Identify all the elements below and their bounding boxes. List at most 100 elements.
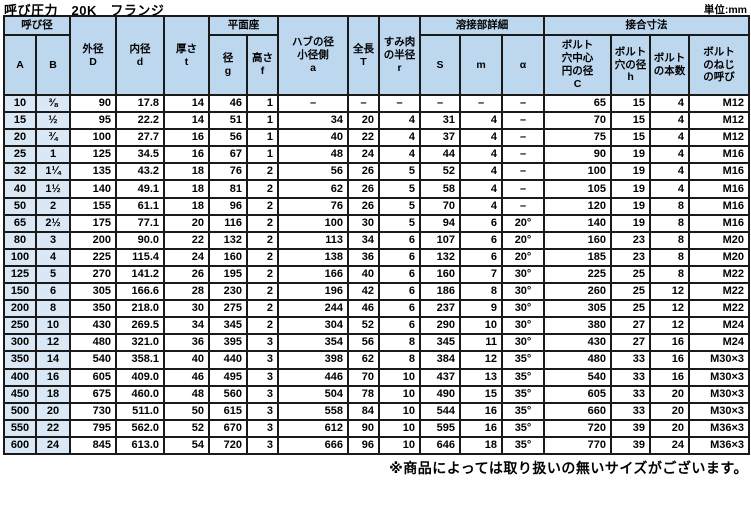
cell-bolt-count: 4 bbox=[649, 145, 691, 165]
cell-hub-dia-a: 558 bbox=[277, 401, 349, 421]
cell-bolt-hole-h: 39 bbox=[610, 418, 652, 438]
cell-face-height-f: 2 bbox=[246, 230, 279, 250]
cell-face-height-f: 3 bbox=[246, 384, 279, 404]
cell-face-height-f: 1 bbox=[246, 93, 279, 114]
cell-weld-m: 4 bbox=[459, 196, 503, 216]
cell-fillet-radius-r: 5 bbox=[378, 162, 421, 182]
cell-hub-dia-a: 113 bbox=[277, 230, 349, 250]
table-row: 500 20 730 511.0 50 615 3 558 84 10 544 16 35° 660 33 2… bbox=[3, 401, 751, 421]
table-row: 50 2 155 61.1 18 96 2 76 26 5 70 4–120 19 8 M16 bbox=[3, 196, 751, 216]
cell-bolt-count: 20 bbox=[649, 418, 691, 438]
cell-bolt-circle-C: 305 bbox=[543, 299, 613, 319]
cell-b: 3 bbox=[35, 230, 71, 250]
cell-b: 2½ bbox=[35, 213, 71, 233]
cell-bolt-circle-C: 260 bbox=[543, 282, 613, 302]
cell-bolt-hole-h: 27 bbox=[610, 333, 652, 353]
cell-thickness-t: 34 bbox=[163, 316, 210, 336]
cell-face-dia-g: 275 bbox=[208, 299, 248, 319]
cell-outer-dia-D: 175 bbox=[69, 213, 117, 233]
cell-bolt-thread: M22 bbox=[688, 299, 751, 319]
cell-weld-S: 345 bbox=[419, 333, 461, 353]
cell-weld-m: 16 bbox=[459, 418, 503, 438]
cell-weld-alpha: 20° bbox=[500, 213, 546, 233]
cell-b: 22 bbox=[35, 418, 71, 438]
col-header-a: A bbox=[3, 34, 37, 96]
cell-face-dia-g: 345 bbox=[208, 316, 248, 336]
cell-bolt-count: 12 bbox=[649, 282, 691, 302]
cell-weld-S: 237 bbox=[419, 299, 461, 319]
col-header-total-length: 全長 T bbox=[347, 15, 380, 96]
cell-hub-dia-a: – bbox=[277, 93, 349, 114]
cell-face-dia-g: 51 bbox=[208, 111, 248, 131]
cell-hub-dia-a: 34 bbox=[277, 111, 349, 131]
cell-inner-dia-d: 511.0 bbox=[115, 401, 165, 421]
cell-total-length-T: 96 bbox=[347, 435, 380, 455]
cell-face-dia-g: 46 bbox=[208, 93, 248, 114]
col-header-b: B bbox=[35, 34, 71, 96]
cell-weld-alpha: – bbox=[500, 111, 546, 131]
cell-bolt-circle-C: 380 bbox=[543, 316, 613, 336]
cell-a: 20 bbox=[3, 128, 37, 148]
cell-outer-dia-D: 155 bbox=[69, 196, 117, 216]
cell-b: 12 bbox=[35, 333, 71, 353]
cell-inner-dia-d: 460.0 bbox=[115, 384, 165, 404]
cell-bolt-thread: M16 bbox=[688, 179, 751, 199]
cell-outer-dia-D: 135 bbox=[69, 162, 117, 182]
cell-hub-dia-a: 76 bbox=[277, 196, 349, 216]
cell-inner-dia-d: 61.1 bbox=[115, 196, 165, 216]
cell-weld-m: – bbox=[459, 93, 503, 114]
cell-weld-S: 186 bbox=[419, 282, 461, 302]
cell-bolt-thread: M12 bbox=[688, 93, 751, 114]
cell-face-dia-g: 195 bbox=[208, 264, 248, 285]
spec-table-body: 10 ⅜ 90 17.8 14 46 1– – – – – –65 15 4 M12 15 ½ 95 22.2 14 5… bbox=[3, 93, 751, 455]
cell-face-height-f: 2 bbox=[246, 162, 279, 182]
cell-hub-dia-a: 398 bbox=[277, 350, 349, 370]
cell-b: ⅜ bbox=[35, 93, 71, 114]
cell-fillet-radius-r: 4 bbox=[378, 145, 421, 165]
cell-bolt-hole-h: 19 bbox=[610, 145, 652, 165]
cell-a: 500 bbox=[3, 401, 37, 421]
cell-weld-m: 6 bbox=[459, 213, 503, 233]
table-row: 15 ½ 95 22.2 14 51 1 34 20 4 31 4–70 15 4 M12 bbox=[3, 111, 751, 131]
cell-face-height-f: 2 bbox=[246, 264, 279, 285]
cell-fillet-radius-r: 6 bbox=[378, 299, 421, 319]
cell-weld-alpha: – bbox=[500, 179, 546, 199]
cell-face-dia-g: 440 bbox=[208, 350, 248, 370]
cell-weld-S: 646 bbox=[419, 435, 461, 455]
cell-weld-alpha: 30° bbox=[500, 333, 546, 353]
cell-weld-S: 58 bbox=[419, 179, 461, 199]
col-header-bolt-count: ボルト の本数 bbox=[649, 34, 691, 96]
cell-fillet-radius-r: 4 bbox=[378, 111, 421, 131]
cell-hub-dia-a: 40 bbox=[277, 128, 349, 148]
cell-inner-dia-d: 166.6 bbox=[115, 282, 165, 302]
col-header-weld-alpha: α bbox=[500, 34, 546, 96]
cell-face-dia-g: 116 bbox=[208, 213, 248, 233]
cell-face-dia-g: 132 bbox=[208, 230, 248, 250]
cell-hub-dia-a: 244 bbox=[277, 299, 349, 319]
cell-hub-dia-a: 354 bbox=[277, 333, 349, 353]
cell-bolt-circle-C: 75 bbox=[543, 128, 613, 148]
cell-weld-S: 52 bbox=[419, 162, 461, 182]
cell-thickness-t: 36 bbox=[163, 333, 210, 353]
cell-weld-alpha: 20° bbox=[500, 247, 546, 267]
cell-bolt-count: 8 bbox=[649, 213, 691, 233]
cell-bolt-count: 24 bbox=[649, 435, 691, 455]
cell-hub-dia-a: 446 bbox=[277, 367, 349, 387]
cell-face-dia-g: 230 bbox=[208, 282, 248, 302]
cell-a: 200 bbox=[3, 299, 37, 319]
cell-bolt-count: 16 bbox=[649, 333, 691, 353]
cell-face-height-f: 3 bbox=[246, 350, 279, 370]
cell-fillet-radius-r: 10 bbox=[378, 418, 421, 438]
cell-weld-m: 6 bbox=[459, 230, 503, 250]
cell-bolt-count: 8 bbox=[649, 230, 691, 250]
col-header-outer-dia: 外径 D bbox=[69, 15, 117, 96]
cell-total-length-T: 30 bbox=[347, 213, 380, 233]
cell-bolt-circle-C: 160 bbox=[543, 230, 613, 250]
cell-weld-S: 490 bbox=[419, 384, 461, 404]
cell-weld-m: 9 bbox=[459, 299, 503, 319]
cell-face-dia-g: 560 bbox=[208, 384, 248, 404]
cell-bolt-thread: M36×3 bbox=[688, 435, 751, 455]
cell-total-length-T: 70 bbox=[347, 367, 380, 387]
cell-inner-dia-d: 613.0 bbox=[115, 435, 165, 455]
